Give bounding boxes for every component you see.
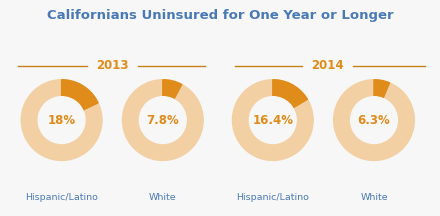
Polygon shape: [163, 80, 182, 99]
Circle shape: [38, 97, 85, 143]
Circle shape: [351, 97, 397, 143]
Polygon shape: [273, 80, 308, 108]
Text: 16.4%: 16.4%: [252, 114, 293, 127]
Text: 18%: 18%: [48, 114, 76, 127]
Text: 2014: 2014: [312, 59, 344, 72]
Polygon shape: [334, 80, 414, 160]
Circle shape: [139, 97, 186, 143]
Text: Hispanic/Latino: Hispanic/Latino: [25, 193, 98, 202]
Text: Hispanic/Latino: Hispanic/Latino: [236, 193, 309, 202]
Text: 7.8%: 7.8%: [147, 114, 179, 127]
Polygon shape: [21, 80, 102, 160]
Polygon shape: [122, 80, 203, 160]
Polygon shape: [374, 80, 389, 98]
Circle shape: [249, 97, 296, 143]
Text: 6.3%: 6.3%: [358, 114, 390, 127]
Text: White: White: [149, 193, 176, 202]
Polygon shape: [62, 80, 98, 110]
Polygon shape: [232, 80, 313, 160]
Text: 2013: 2013: [96, 59, 128, 72]
Text: White: White: [360, 193, 388, 202]
Text: Californians Uninsured for One Year or Longer: Californians Uninsured for One Year or L…: [47, 9, 393, 22]
